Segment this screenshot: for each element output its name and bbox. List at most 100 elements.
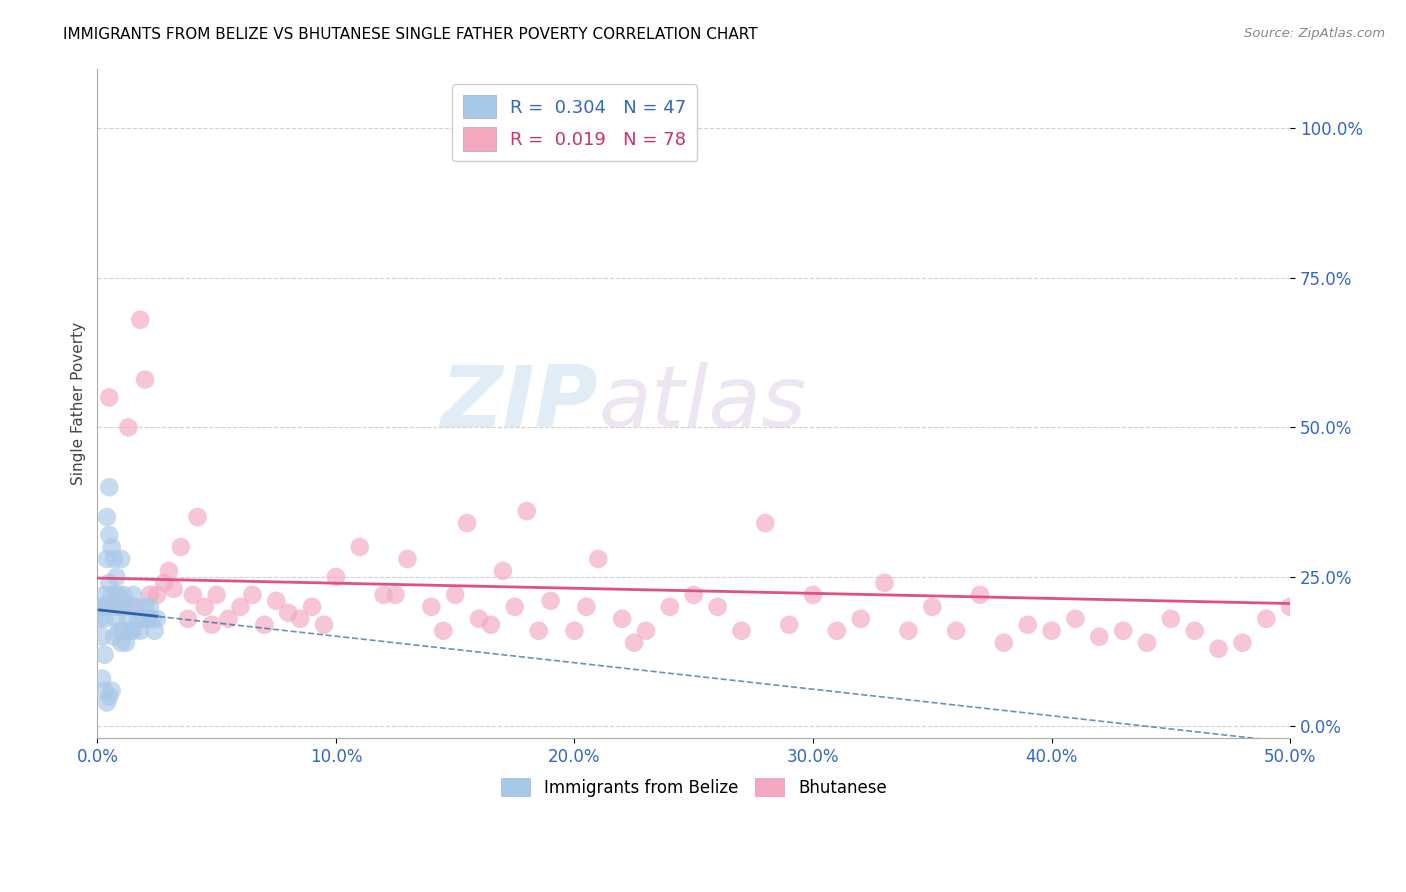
Point — [1160, 612, 1182, 626]
Point — [103, 630, 125, 644]
Point — [91, 630, 114, 644]
Point — [218, 612, 240, 626]
Y-axis label: Single Father Poverty: Single Father Poverty — [72, 322, 86, 485]
Point — [129, 312, 152, 326]
Point — [117, 612, 139, 626]
Point — [103, 599, 125, 614]
Point — [93, 648, 115, 662]
Point — [825, 624, 848, 638]
Point — [682, 588, 704, 602]
Point — [706, 599, 728, 614]
Point — [1279, 599, 1302, 614]
Point — [112, 624, 135, 638]
Point — [91, 599, 114, 614]
Point — [527, 624, 550, 638]
Text: atlas: atlas — [599, 362, 806, 445]
Point — [117, 420, 139, 434]
Point — [124, 599, 146, 614]
Point — [634, 624, 657, 638]
Point — [153, 575, 176, 590]
Point — [93, 588, 115, 602]
Text: ZIP: ZIP — [440, 362, 599, 445]
Point — [105, 570, 128, 584]
Point — [96, 510, 118, 524]
Point — [444, 588, 467, 602]
Point — [242, 588, 264, 602]
Point — [157, 564, 180, 578]
Point — [105, 612, 128, 626]
Point — [588, 552, 610, 566]
Point — [110, 599, 132, 614]
Point — [325, 570, 347, 584]
Point — [122, 624, 145, 638]
Point — [177, 612, 200, 626]
Point — [105, 588, 128, 602]
Point — [349, 540, 371, 554]
Point — [136, 612, 159, 626]
Point — [658, 599, 681, 614]
Point — [921, 599, 943, 614]
Point — [91, 599, 114, 614]
Point — [229, 599, 252, 614]
Point — [103, 552, 125, 566]
Point — [96, 552, 118, 566]
Point — [134, 372, 156, 386]
Point — [456, 516, 478, 530]
Point — [897, 624, 920, 638]
Point — [96, 696, 118, 710]
Point — [1232, 636, 1254, 650]
Point — [778, 617, 800, 632]
Point — [492, 564, 515, 578]
Point — [1040, 624, 1063, 638]
Point — [301, 599, 323, 614]
Point — [432, 624, 454, 638]
Point — [253, 617, 276, 632]
Text: Source: ZipAtlas.com: Source: ZipAtlas.com — [1244, 27, 1385, 40]
Point — [93, 683, 115, 698]
Point — [468, 612, 491, 626]
Point — [1064, 612, 1087, 626]
Point — [187, 510, 209, 524]
Point — [115, 636, 138, 650]
Point — [1184, 624, 1206, 638]
Point — [945, 624, 967, 638]
Point — [98, 391, 121, 405]
Point — [89, 612, 111, 626]
Point — [122, 599, 145, 614]
Point — [98, 528, 121, 542]
Point — [129, 624, 152, 638]
Point — [146, 612, 169, 626]
Point — [312, 617, 335, 632]
Point — [96, 599, 118, 614]
Point — [1256, 612, 1278, 626]
Point — [540, 594, 562, 608]
Point — [479, 617, 502, 632]
Legend: Immigrants from Belize, Bhutanese: Immigrants from Belize, Bhutanese — [494, 772, 894, 804]
Point — [1017, 617, 1039, 632]
Point — [100, 540, 122, 554]
Point — [730, 624, 752, 638]
Point — [849, 612, 872, 626]
Point — [384, 588, 406, 602]
Point — [873, 575, 896, 590]
Point — [143, 624, 166, 638]
Point — [110, 552, 132, 566]
Point — [194, 599, 217, 614]
Point — [1136, 636, 1159, 650]
Point — [516, 504, 538, 518]
Point — [754, 516, 776, 530]
Point — [288, 612, 311, 626]
Point — [115, 599, 138, 614]
Point — [170, 540, 193, 554]
Point — [1088, 630, 1111, 644]
Point — [163, 582, 186, 596]
Point — [205, 588, 228, 602]
Point — [277, 606, 299, 620]
Point — [141, 612, 163, 626]
Point — [134, 599, 156, 614]
Point — [396, 552, 419, 566]
Point — [503, 599, 526, 614]
Point — [564, 624, 586, 638]
Point — [575, 599, 598, 614]
Point — [122, 588, 145, 602]
